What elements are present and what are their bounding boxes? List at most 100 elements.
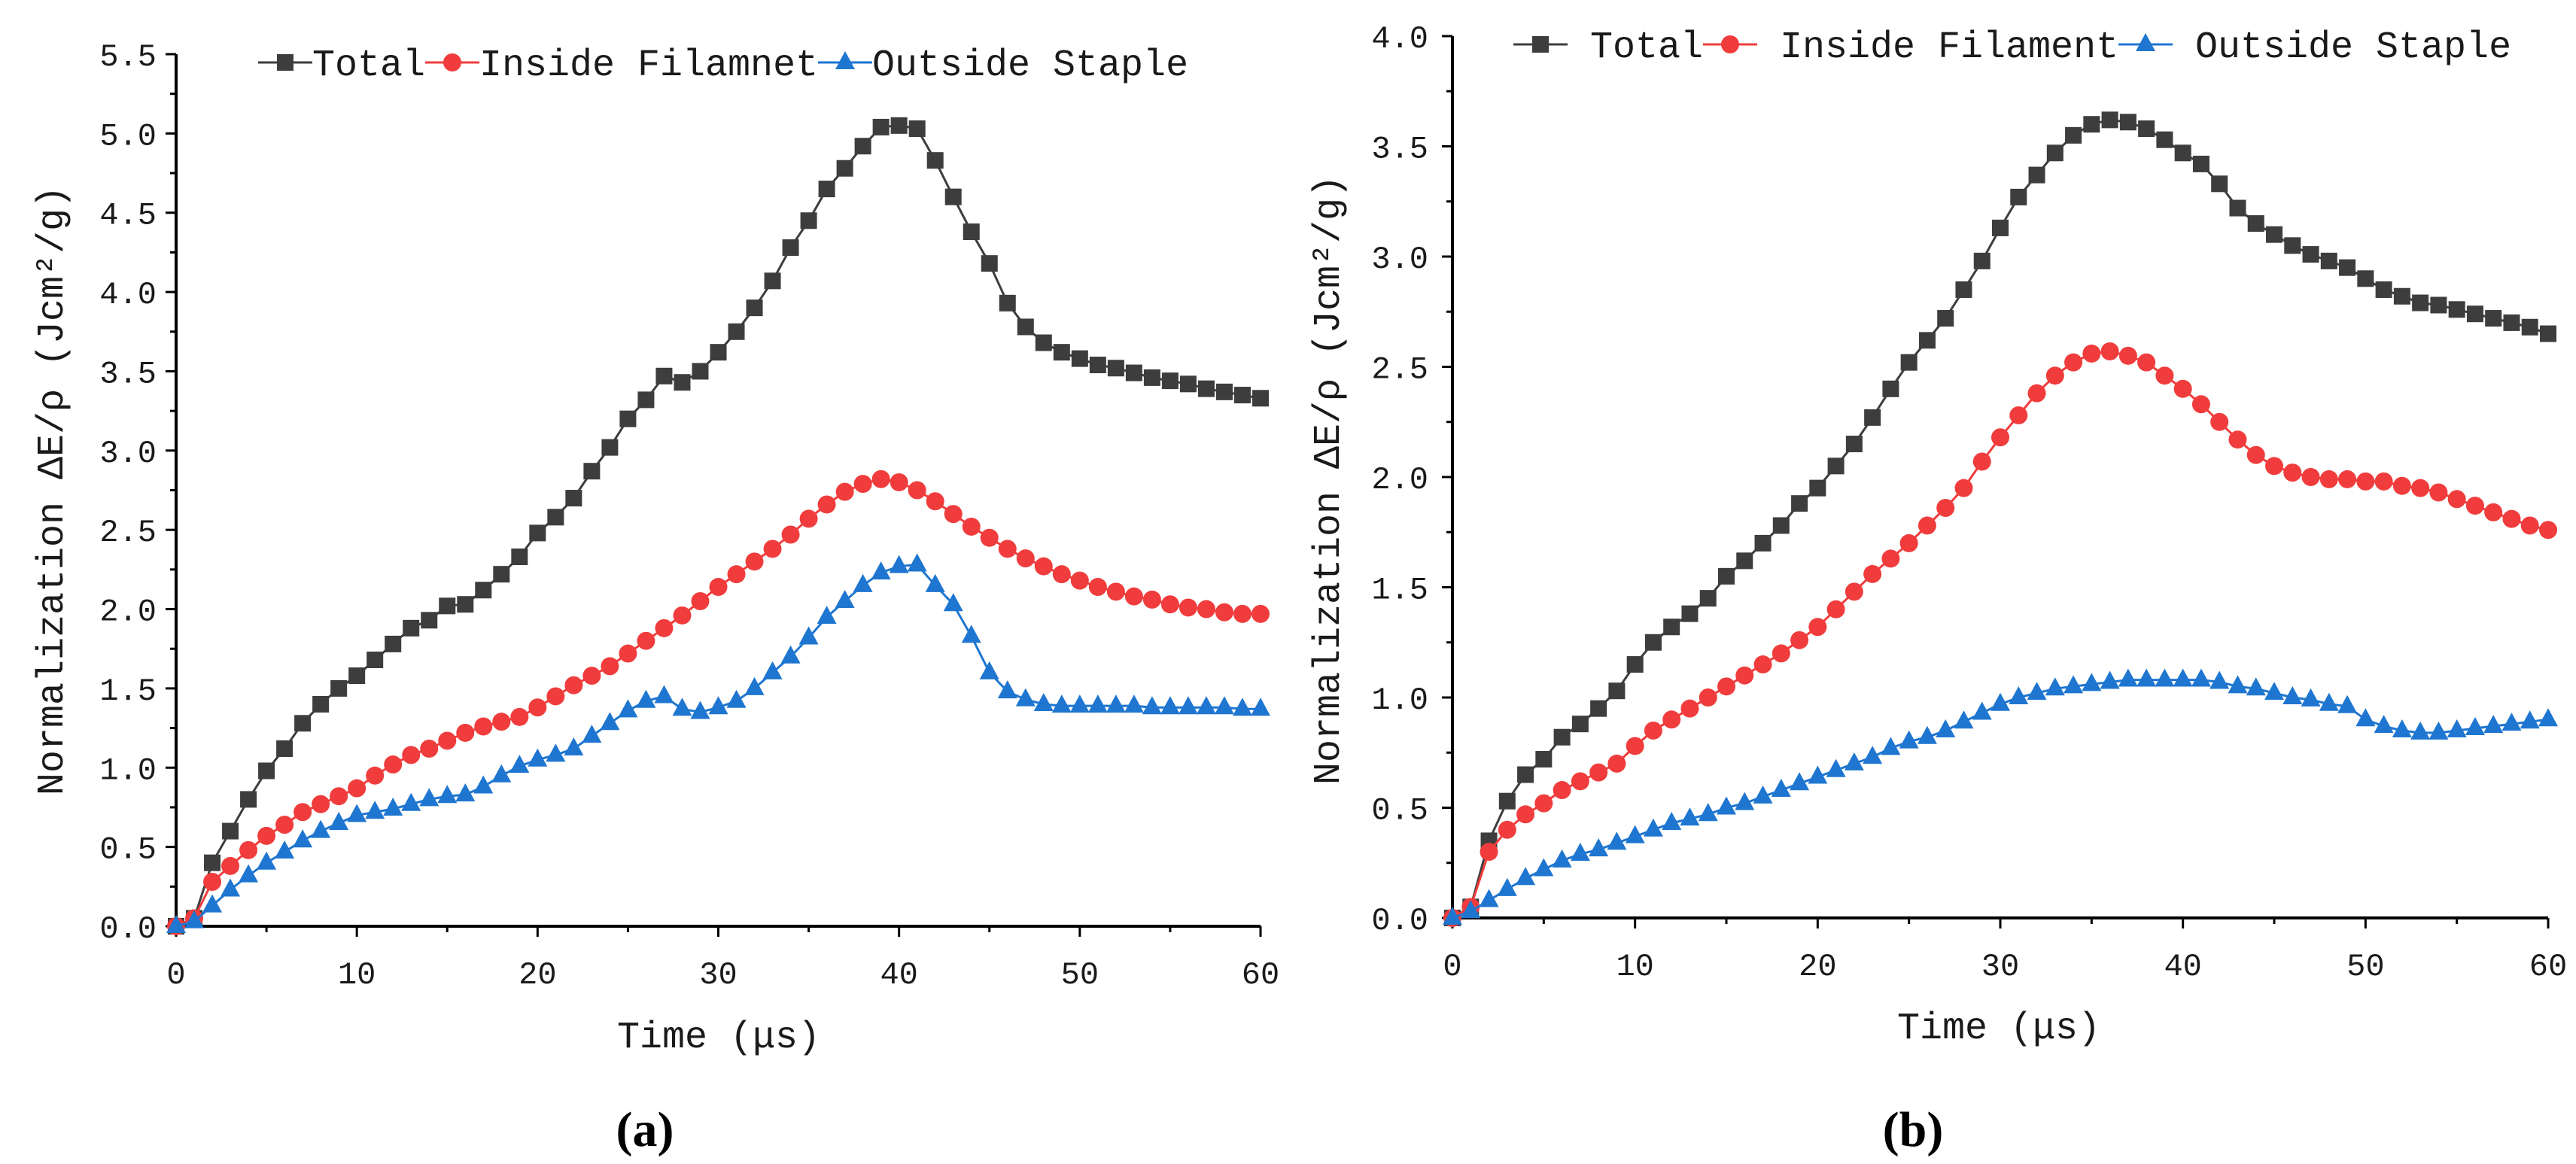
x-tick-label: 50	[1061, 957, 1099, 993]
y-tick-label: 2.5	[1371, 352, 1428, 388]
legend-item-total: Total	[1513, 26, 1703, 69]
outside-staple-point	[1069, 694, 1090, 713]
legend-square-marker	[277, 54, 293, 71]
inside-filament-point	[2027, 384, 2046, 403]
outside-staple-point	[1552, 849, 1572, 868]
outside-staple-point	[1771, 779, 1791, 798]
outside-staple-point	[1972, 701, 1992, 720]
inside-filamnet-point	[582, 667, 601, 685]
inside-filament-point	[1480, 843, 1498, 862]
inside-filament-point	[1808, 618, 1827, 637]
y-tick-label: 4.0	[99, 277, 157, 313]
outside-staple-point	[546, 743, 566, 762]
inside-filamnet-point	[510, 707, 529, 726]
outside-staple-point	[1826, 758, 1846, 777]
total-point	[2010, 188, 2027, 205]
outside-staple-point	[455, 783, 476, 802]
x-tick-label: 20	[1799, 949, 1836, 985]
x-axis-label: Time (μs)	[617, 1017, 820, 1059]
outside-staple-point	[2301, 688, 2321, 707]
total-point	[204, 854, 221, 871]
x-tick-label: 40	[880, 957, 917, 993]
inside-filamnet-point	[1252, 604, 1270, 623]
outside-staple-point	[2520, 710, 2540, 729]
outside-staple-point	[528, 748, 548, 767]
total-point	[1626, 656, 1644, 673]
outside-staple-point	[2264, 682, 2284, 701]
total-point	[890, 117, 908, 134]
total-point	[2339, 259, 2356, 276]
outside-staple-point	[690, 701, 710, 719]
inside-filament-point	[1826, 600, 1845, 618]
inside-filamnet-point	[1016, 549, 1035, 568]
total-point	[2247, 215, 2264, 232]
legend: Total Inside Filamnet Outside Staple	[258, 44, 1188, 87]
total-point	[366, 651, 384, 668]
inside-filament-point	[1863, 564, 1882, 583]
outside-staple-point	[1232, 697, 1252, 716]
inside-filament-point	[2502, 509, 2521, 528]
inside-filament-point	[2191, 395, 2210, 414]
total-point	[854, 138, 871, 155]
total-point	[1197, 380, 1215, 397]
outside-staple-point	[473, 775, 494, 794]
total-point	[2138, 120, 2155, 138]
total-point	[2174, 144, 2191, 162]
inside-filament-point	[2228, 430, 2247, 449]
total-point	[1882, 380, 1899, 397]
x-tick-label: 60	[1242, 957, 1279, 993]
legend-square-marker	[1532, 36, 1549, 53]
y-tick-label: 1.0	[99, 752, 157, 789]
inside-filamnet-point	[402, 746, 421, 764]
inside-filamnet-point	[1179, 598, 1197, 617]
total-point	[1699, 590, 1717, 607]
y-tick-label: 2.0	[1371, 462, 1428, 498]
outside-staple-point	[1087, 694, 1108, 713]
total-point	[1827, 457, 1845, 475]
inside-filament-point	[2246, 445, 2265, 464]
inside-filament-point	[2411, 479, 2430, 497]
outside-staple-point	[907, 553, 927, 572]
total-point	[565, 490, 582, 507]
total-point	[2229, 199, 2246, 217]
outside-staple-point	[2374, 715, 2394, 734]
outside-staple-point	[600, 712, 620, 731]
inside-filament-point	[2137, 353, 2156, 372]
outside-staple-point	[2483, 715, 2504, 734]
total-point	[1035, 334, 1052, 351]
inside-filamnet-point	[420, 739, 439, 758]
total-point	[294, 715, 312, 732]
outside-staple-point	[383, 798, 403, 816]
series-total	[1444, 111, 2556, 926]
total-point	[2448, 301, 2465, 318]
total-point	[1791, 495, 1808, 512]
inside-filamnet-point	[890, 473, 908, 491]
total-point	[2083, 116, 2100, 133]
total-point	[782, 239, 799, 257]
inside-filamnet-point	[926, 492, 944, 511]
total-point	[2046, 144, 2064, 162]
total-point	[1179, 375, 1197, 393]
inside-filamnet-point	[637, 631, 655, 650]
outside-staple-point	[835, 590, 855, 609]
inside-filamnet-point	[312, 795, 330, 813]
inside-filamnet-point	[980, 528, 999, 547]
x-tick-label: 50	[2346, 949, 2384, 985]
outside-staple-point	[2337, 694, 2358, 713]
outside-staple-point	[2228, 675, 2248, 694]
outside-staple-point	[762, 661, 783, 679]
outside-staple-point	[1899, 730, 1919, 749]
inside-filament-point	[1845, 582, 1863, 601]
outside-staple-point	[166, 915, 186, 933]
outside-staple-point	[1991, 692, 2010, 711]
y-axis-label: Normalization ΔE/ρ (Jcm²/g)	[32, 186, 75, 795]
total-point	[1681, 605, 1699, 622]
x-tick-label: 40	[2164, 949, 2201, 985]
inside-filamnet-point	[727, 565, 746, 584]
outside-staple-point	[437, 785, 458, 804]
total-point	[511, 549, 528, 566]
y-axis-label: Normalization ΔE/ρ (Jcm²/g)	[1308, 175, 1351, 785]
outside-staple-point	[1698, 803, 1718, 822]
total-point	[601, 439, 619, 456]
